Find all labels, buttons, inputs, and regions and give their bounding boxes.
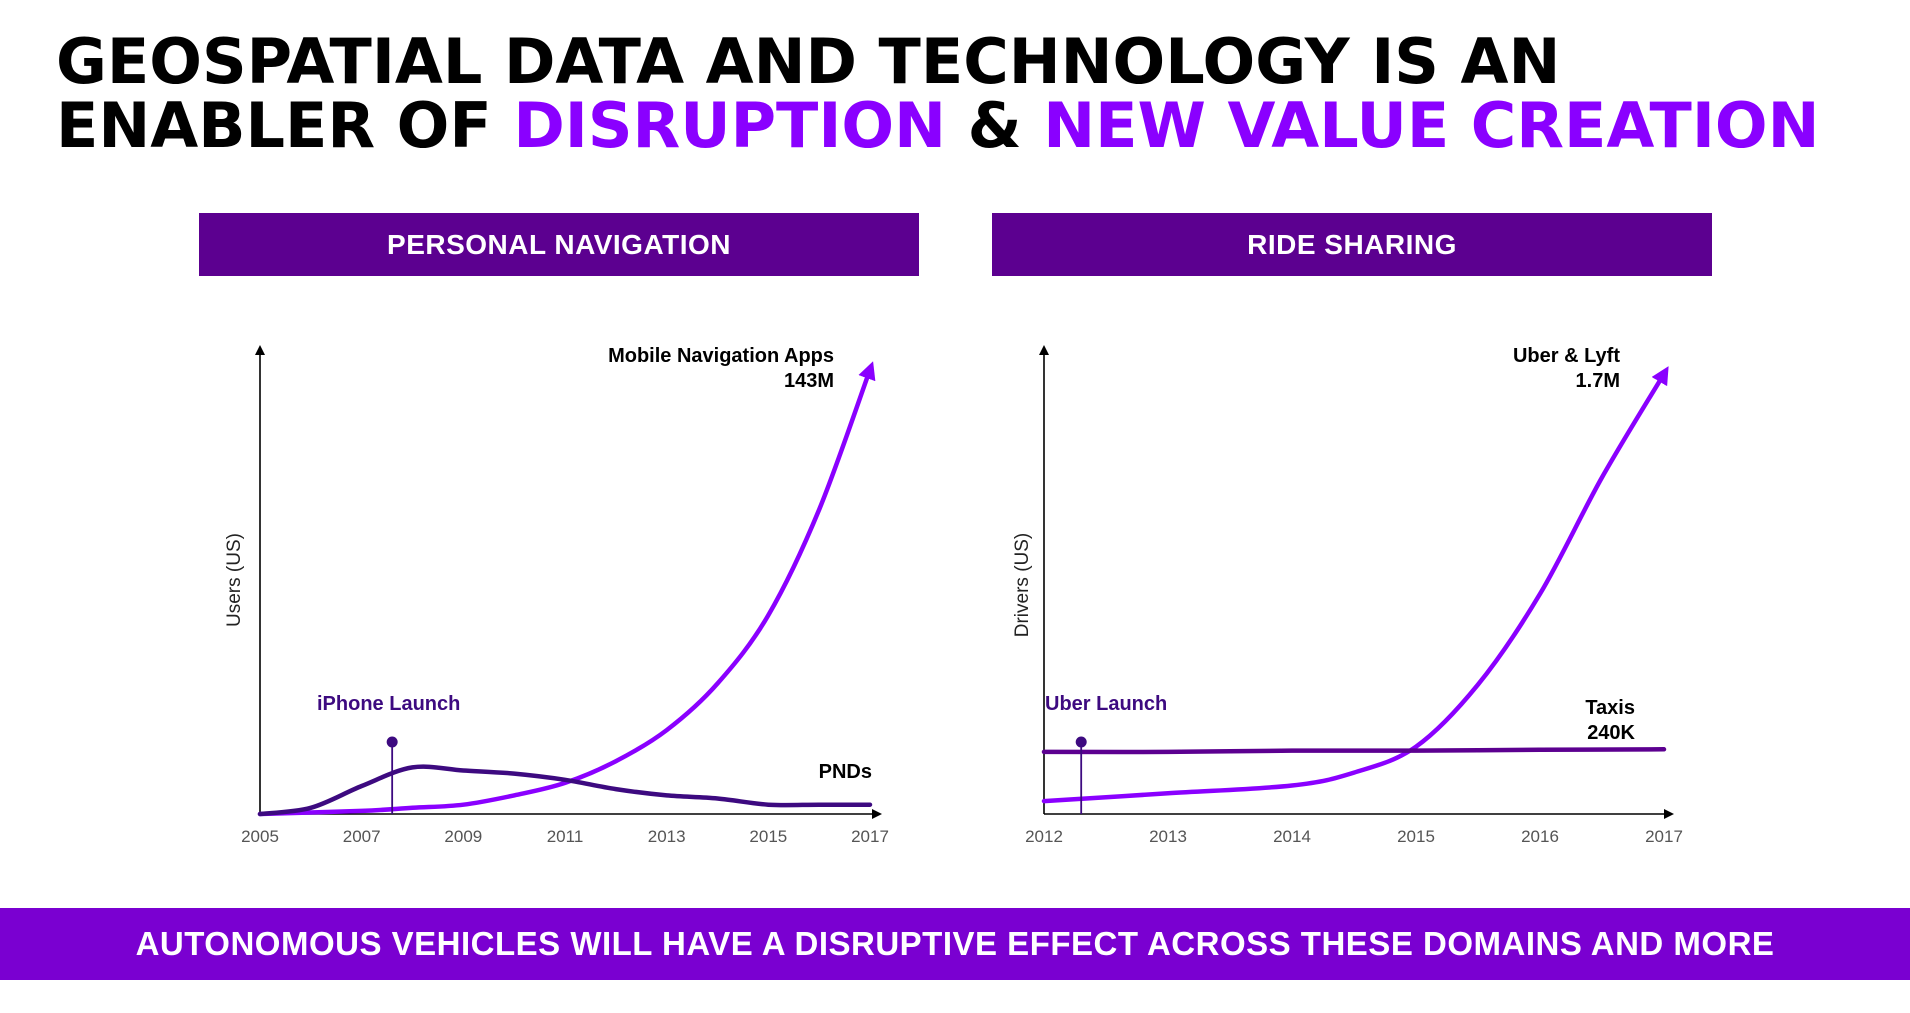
title-line-1: GEOSPATIAL DATA AND TECHNOLOGY IS AN (56, 25, 1561, 98)
series-line (1041, 366, 1669, 804)
x-tick-label: 2017 (851, 827, 889, 846)
x-tick-label: 2013 (648, 827, 686, 846)
x-tick-label: 2017 (1645, 827, 1683, 846)
title-accent-disruption: DISRUPTION (513, 89, 946, 162)
series-value-label: 143M (784, 370, 834, 392)
y-axis-label: Users (US) (224, 533, 245, 627)
x-tick-label: 2009 (444, 827, 482, 846)
title-line-2-prefix: ENABLER OF (56, 89, 514, 162)
x-tick-label: 2013 (1149, 827, 1187, 846)
banner-ride-sharing: RIDE SHARING (992, 213, 1712, 276)
series-line (257, 361, 876, 817)
series-label: PNDs (819, 761, 872, 783)
launch-marker-dot (1075, 736, 1087, 748)
y-axis-label: Drivers (US) (1012, 533, 1033, 638)
x-axis-arrow (872, 809, 882, 819)
series-value-label: 1.7M (1576, 370, 1620, 392)
series-line (257, 764, 873, 817)
series-label: Uber & Lyft (1513, 345, 1620, 367)
launch-annotation-label: iPhone Launch (317, 693, 460, 715)
x-tick-label: 2011 (547, 827, 584, 846)
footer-banner: AUTONOMOUS VEHICLES WILL HAVE A DISRUPTI… (0, 908, 1910, 980)
x-tick-label: 2012 (1025, 827, 1063, 846)
page-title: GEOSPATIAL DATA AND TECHNOLOGY IS AN ENA… (56, 30, 1820, 158)
title-accent-new-value: NEW VALUE CREATION (1043, 89, 1820, 162)
x-tick-label: 2016 (1521, 827, 1559, 846)
x-tick-label: 2007 (343, 827, 381, 846)
footer-text: AUTONOMOUS VEHICLES WILL HAVE A DISRUPTI… (135, 925, 1775, 962)
series-label: Taxis (1585, 697, 1635, 719)
banner-personal-navigation: PERSONAL NAVIGATION (199, 213, 919, 276)
launch-annotation-label: Uber Launch (1045, 693, 1167, 715)
x-tick-label: 2015 (1397, 827, 1435, 846)
x-tick-label: 2005 (241, 827, 279, 846)
x-tick-label: 2015 (749, 827, 787, 846)
x-axis-arrow (1664, 809, 1674, 819)
y-axis-arrow (1039, 345, 1049, 355)
x-tick-label: 2014 (1273, 827, 1311, 846)
series-value-label: 240K (1587, 722, 1635, 744)
series-label: Mobile Navigation Apps (608, 345, 834, 367)
series-line (1041, 747, 1667, 755)
launch-marker-dot (386, 736, 398, 748)
y-axis-arrow (255, 345, 265, 355)
title-line-2-mid: & (945, 89, 1044, 162)
